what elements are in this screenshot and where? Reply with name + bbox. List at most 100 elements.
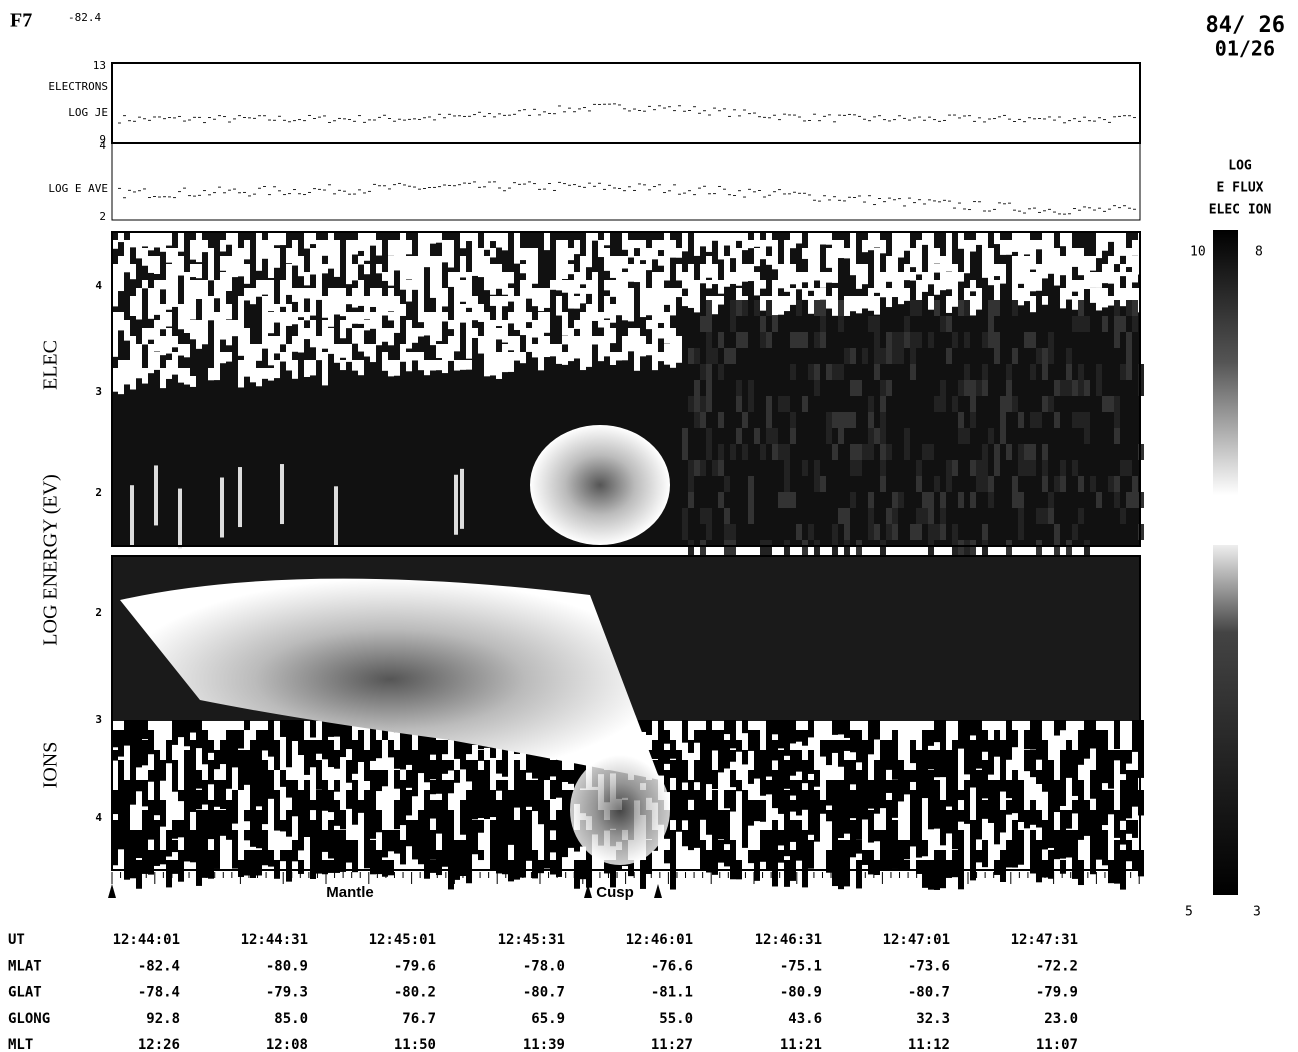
pixel bbox=[970, 380, 976, 396]
pixel bbox=[244, 720, 250, 731]
pixel bbox=[226, 820, 232, 834]
pixel bbox=[1054, 412, 1060, 428]
pixel bbox=[130, 720, 136, 747]
pixel bbox=[1114, 750, 1120, 761]
pixel bbox=[142, 720, 148, 740]
pixel bbox=[808, 720, 814, 738]
y-tick-label: 4 bbox=[99, 139, 106, 152]
pixel bbox=[700, 460, 706, 476]
pixel bbox=[136, 304, 142, 320]
pixel bbox=[316, 820, 322, 839]
pixel bbox=[412, 256, 418, 266]
pixel bbox=[976, 460, 982, 476]
pixel bbox=[424, 240, 430, 258]
pixel bbox=[778, 492, 784, 508]
pixel bbox=[250, 820, 256, 832]
pixel bbox=[1018, 444, 1024, 460]
pixel bbox=[304, 800, 310, 819]
pixel bbox=[808, 524, 814, 540]
pixel bbox=[262, 328, 268, 342]
table-cell: 12:47:01 bbox=[883, 932, 950, 948]
pixel bbox=[370, 352, 376, 363]
pixel bbox=[1048, 810, 1054, 829]
pixel bbox=[1066, 232, 1072, 248]
pixel bbox=[466, 296, 472, 308]
pixel bbox=[328, 820, 334, 835]
pixel bbox=[976, 476, 982, 492]
pixel bbox=[766, 412, 772, 428]
pixel bbox=[472, 770, 478, 792]
pixel bbox=[256, 760, 262, 783]
pixel bbox=[730, 316, 736, 332]
pixel bbox=[118, 820, 124, 850]
pixel bbox=[346, 320, 352, 329]
pixel bbox=[640, 240, 646, 251]
pixel bbox=[808, 800, 814, 830]
pixel bbox=[472, 328, 478, 338]
pixel bbox=[364, 820, 370, 842]
pixel bbox=[850, 380, 856, 396]
pixel bbox=[874, 316, 880, 332]
pixel bbox=[328, 344, 334, 354]
pixel bbox=[808, 820, 814, 835]
pixel bbox=[388, 830, 394, 852]
pixel bbox=[1060, 840, 1066, 859]
pixel bbox=[250, 288, 256, 305]
pixel bbox=[244, 830, 250, 841]
pixel bbox=[1126, 248, 1132, 268]
pixel bbox=[664, 232, 670, 242]
pixel bbox=[454, 770, 460, 783]
pixel bbox=[454, 840, 460, 860]
pixel bbox=[190, 264, 196, 278]
pixel bbox=[292, 780, 298, 794]
pixel bbox=[940, 524, 946, 540]
pixel bbox=[202, 336, 208, 345]
pixel bbox=[208, 760, 214, 776]
pixel bbox=[532, 344, 538, 358]
pixel bbox=[916, 790, 922, 805]
pixel bbox=[760, 444, 766, 460]
pixel bbox=[178, 790, 184, 802]
pixel bbox=[610, 860, 616, 888]
pixel bbox=[670, 352, 676, 368]
pixel bbox=[868, 444, 874, 460]
pixel bbox=[832, 364, 838, 380]
pixel bbox=[520, 248, 526, 261]
pixel bbox=[1054, 248, 1060, 258]
pixel bbox=[406, 336, 412, 349]
pixel bbox=[256, 830, 262, 849]
table-cell: -79.6 bbox=[394, 958, 436, 974]
pixel bbox=[712, 830, 718, 846]
pixel bbox=[802, 460, 808, 476]
pixel bbox=[130, 780, 136, 805]
pixel bbox=[1024, 272, 1030, 286]
pixel bbox=[118, 770, 124, 781]
pixel bbox=[238, 320, 244, 331]
pixel bbox=[808, 248, 814, 259]
pixel bbox=[964, 256, 970, 274]
pixel bbox=[1036, 412, 1042, 428]
pixel bbox=[436, 344, 442, 358]
pixel bbox=[850, 730, 856, 753]
pixel bbox=[790, 730, 796, 743]
pixel bbox=[928, 730, 934, 746]
pixel bbox=[730, 720, 736, 749]
pixel bbox=[700, 790, 706, 820]
pixel bbox=[370, 740, 376, 761]
pixel bbox=[604, 296, 610, 310]
pixel bbox=[718, 730, 724, 747]
pixel bbox=[706, 264, 712, 278]
pixel bbox=[538, 800, 544, 825]
pixel bbox=[826, 850, 832, 873]
pixel bbox=[430, 800, 436, 819]
pixel bbox=[802, 332, 808, 348]
pixel bbox=[934, 300, 940, 316]
pixel bbox=[496, 780, 502, 791]
pixel bbox=[244, 344, 250, 359]
pixel bbox=[970, 280, 976, 292]
pixel bbox=[490, 360, 496, 376]
pixel bbox=[1000, 412, 1006, 428]
pixel bbox=[1072, 770, 1078, 796]
pixel bbox=[1120, 264, 1126, 277]
pixel bbox=[436, 800, 442, 818]
